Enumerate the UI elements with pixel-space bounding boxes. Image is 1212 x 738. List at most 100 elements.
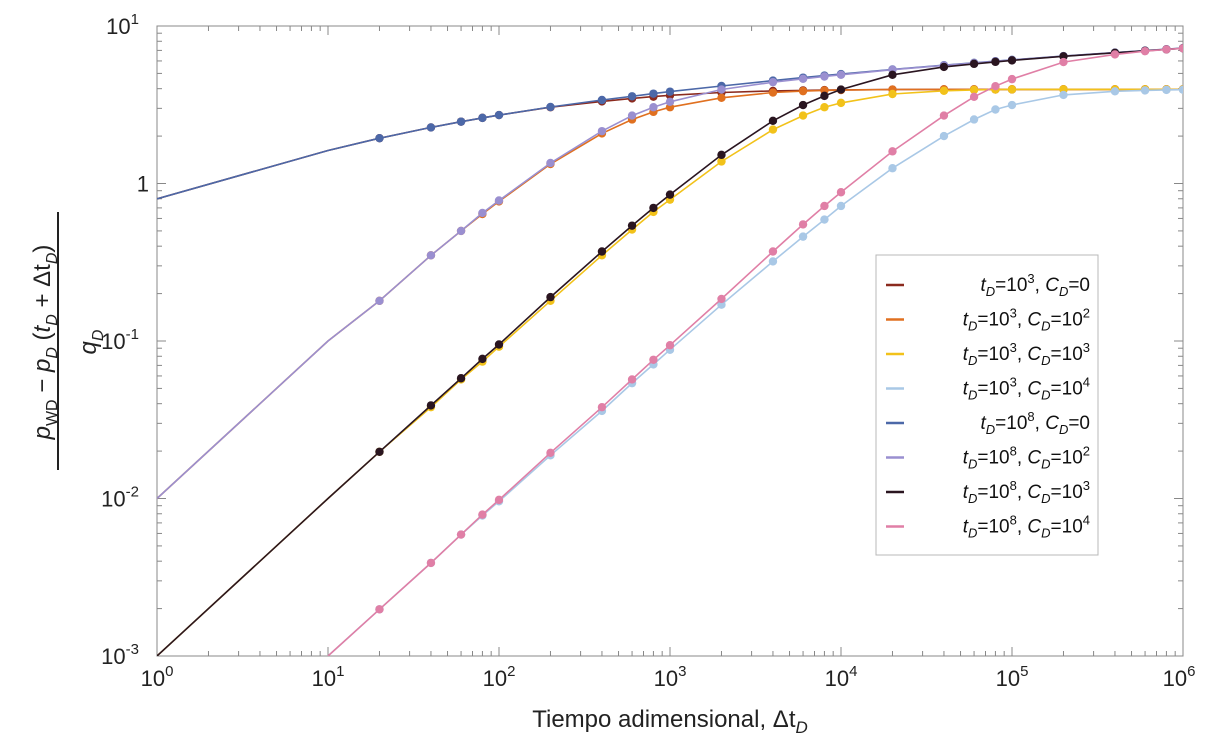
y-tick-label: 10-1 (101, 326, 139, 354)
svg-text:Tiempo adimensional, ΔtD: Tiempo adimensional, ΔtD (532, 706, 808, 737)
data-point (820, 215, 829, 224)
data-point (546, 158, 555, 168)
data-point (478, 510, 487, 519)
data-point (1178, 44, 1183, 53)
data-point (426, 251, 436, 260)
data-point (798, 86, 808, 96)
data-point (597, 95, 607, 105)
data-point (1007, 100, 1017, 110)
data-point (888, 70, 897, 79)
data-point (1059, 52, 1068, 61)
data-point (798, 232, 808, 241)
x-tick-label: 105 (996, 663, 1029, 691)
legend-item: tD=103, CD=104 (886, 375, 1090, 403)
data-point (888, 164, 897, 173)
legend: tD=103, CD=0 tD=103, CD=102 tD=103, CD=103… (875, 254, 1099, 556)
data-point (494, 110, 504, 120)
legend-item: tD=103, CD=103 (886, 340, 1090, 368)
data-point (768, 77, 778, 87)
data-point (456, 226, 466, 236)
data-point (649, 89, 658, 98)
data-point (597, 402, 607, 412)
data-point (1007, 85, 1017, 94)
data-point (991, 57, 1000, 67)
data-point (627, 111, 637, 120)
legend-item: tD=103, CD=102 (886, 306, 1090, 334)
data-point (1162, 45, 1171, 54)
y-tick-label: 101 (106, 11, 139, 39)
data-point (768, 116, 778, 126)
data-point (820, 72, 829, 81)
data-point (478, 354, 487, 364)
tick-labels: 100 101 102 103 104 105 106 10-3 10-2 10-1 1 101 (101, 11, 1195, 691)
data-point (969, 115, 979, 124)
x-tick-label: 104 (825, 663, 858, 691)
legend-label: tD=103, CD=0 (981, 271, 1091, 299)
data-point (836, 201, 846, 211)
data-point (375, 133, 384, 143)
data-point (426, 123, 436, 132)
legend-label: tD=108, CD=102 (963, 444, 1090, 472)
data-point (969, 59, 979, 69)
data-point (456, 530, 466, 539)
x-axis-label: Tiempo adimensional, ΔtD (532, 706, 808, 737)
y-tick-label: 10-3 (101, 641, 139, 669)
data-point (1110, 50, 1120, 59)
data-point (836, 188, 846, 197)
data-point (820, 201, 829, 211)
legend-label: tD=103, CD=104 (963, 375, 1090, 403)
data-point (798, 100, 808, 110)
data-point (939, 62, 949, 72)
data-point (798, 111, 808, 120)
data-point (649, 203, 658, 213)
data-point (1059, 57, 1068, 67)
data-point (1007, 74, 1017, 84)
legend-label: tD=103, CD=103 (963, 340, 1090, 368)
data-point (969, 85, 979, 95)
y-tick-label: 10-2 (101, 484, 139, 512)
data-point (1140, 46, 1150, 56)
data-point (665, 97, 675, 107)
legend-label: tD=108, CD=104 (963, 513, 1090, 541)
svg-text:qD: qD (75, 329, 107, 354)
y-tick-label: 1 (137, 172, 149, 197)
series (327, 44, 1183, 656)
data-point (939, 131, 949, 141)
data-point (375, 296, 384, 305)
data-point (717, 93, 726, 103)
data-point (627, 375, 637, 384)
x-tick-label: 102 (483, 663, 516, 691)
data-point (717, 150, 726, 160)
data-point (627, 221, 637, 230)
data-point (836, 70, 846, 79)
data-point (820, 91, 829, 101)
data-point (969, 92, 979, 102)
data-point (494, 196, 504, 205)
legend-label: tD=108, CD=0 (981, 409, 1091, 437)
data-point (494, 495, 504, 505)
data-point (717, 157, 726, 166)
data-point (665, 87, 675, 96)
data-point (798, 74, 808, 84)
data-point (375, 447, 384, 456)
data-point (1059, 90, 1068, 100)
data-point (546, 448, 555, 458)
data-point (649, 355, 658, 364)
data-point (939, 86, 949, 95)
data-point (768, 257, 778, 266)
data-point (494, 340, 504, 349)
data-point (768, 247, 778, 256)
data-point (717, 300, 726, 309)
data-point (836, 98, 846, 108)
legend-label: tD=103, CD=102 (963, 306, 1090, 334)
data-point (991, 81, 1000, 91)
data-point (798, 220, 808, 229)
legend-label: tD=108, CD=103 (963, 478, 1090, 506)
data-point (717, 294, 726, 304)
x-tick-label: 103 (654, 663, 687, 691)
data-point (665, 341, 675, 350)
data-point (888, 147, 897, 156)
data-point (939, 111, 949, 120)
data-point (546, 292, 555, 302)
